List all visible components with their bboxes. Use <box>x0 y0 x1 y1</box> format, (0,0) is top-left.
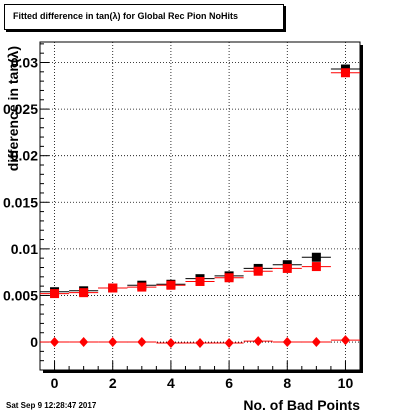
data-point <box>50 289 60 299</box>
data-point <box>253 266 263 276</box>
data-point <box>108 337 118 348</box>
data-point <box>137 337 147 348</box>
frame-shadow-right <box>360 45 363 373</box>
data-point <box>166 280 176 290</box>
data-point <box>311 337 321 348</box>
y-tick-label: 0.02 <box>11 148 38 164</box>
data-point <box>137 282 147 292</box>
y-axis-label: difference in tan(λ) <box>5 46 21 171</box>
data-point <box>282 263 292 273</box>
x-tick-label: 0 <box>51 375 59 391</box>
data-point <box>195 276 205 286</box>
x-axis-label: No. of Bad Points <box>243 397 360 413</box>
data-point <box>79 337 89 348</box>
y-tick-label: 0.005 <box>3 287 38 303</box>
data-point <box>311 252 321 262</box>
data-point <box>282 337 292 348</box>
x-tick-label: 8 <box>283 375 291 391</box>
frame-shadow-bottom <box>43 370 363 373</box>
y-tick-label: 0.03 <box>11 55 38 71</box>
x-tick-label: 2 <box>109 375 117 391</box>
data-point <box>311 262 321 272</box>
x-tick-label: 10 <box>338 375 354 391</box>
data-point <box>166 337 176 348</box>
y-tick-label: 0 <box>30 334 38 350</box>
y-tick-label: 0.01 <box>11 241 38 257</box>
y-tick-label: 0.015 <box>3 194 38 210</box>
data-point <box>340 68 350 78</box>
data-point <box>224 337 234 348</box>
data-point <box>224 273 234 283</box>
data-point <box>50 337 60 348</box>
x-tick-label: 6 <box>225 375 233 391</box>
data-point <box>195 337 205 348</box>
data-point <box>253 336 263 347</box>
timestamp: Sat Sep 9 12:28:47 2017 <box>6 401 97 410</box>
data-point <box>79 288 89 298</box>
y-tick-label: 0.025 <box>3 101 38 117</box>
data-point <box>108 283 118 293</box>
chart-title-box: Fitted difference in tan(λ) for Global R… <box>4 4 284 30</box>
chart-title: Fitted difference in tan(λ) for Global R… <box>13 11 239 21</box>
data-point <box>340 335 350 346</box>
x-tick-label: 4 <box>167 375 175 391</box>
plot-frame <box>39 41 361 371</box>
